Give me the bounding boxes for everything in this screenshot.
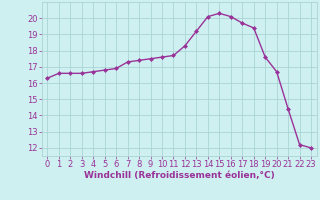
X-axis label: Windchill (Refroidissement éolien,°C): Windchill (Refroidissement éolien,°C) (84, 171, 275, 180)
